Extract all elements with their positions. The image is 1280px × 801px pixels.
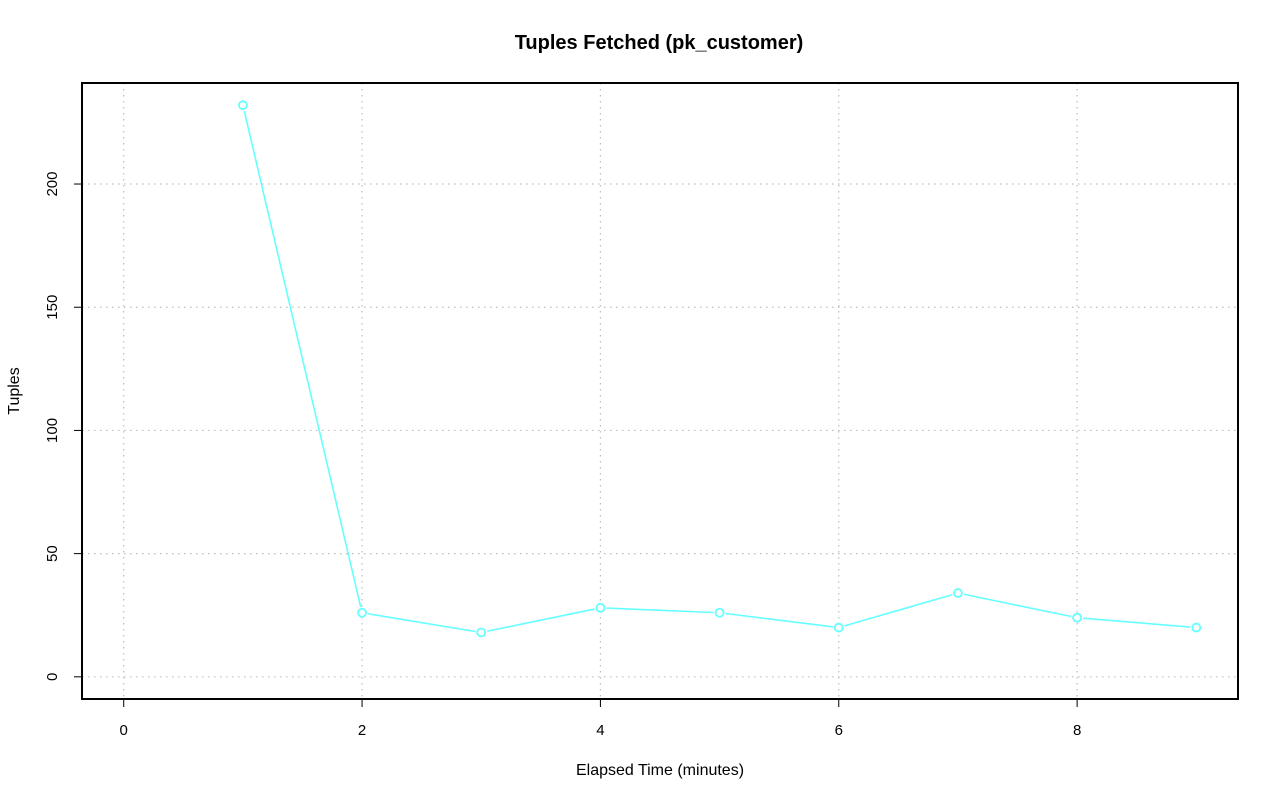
x-tick-label: 0 — [120, 722, 128, 739]
y-tick-label: 150 — [44, 295, 61, 320]
y-tick-label: 100 — [44, 418, 61, 443]
data-point — [357, 607, 367, 618]
data-point — [1072, 612, 1083, 623]
data-point — [476, 627, 487, 638]
y-tick-label: 50 — [44, 545, 61, 562]
x-axis: 0 2 4 6 8 — [120, 698, 1081, 739]
series-line-segment — [1083, 617, 1191, 628]
data-point — [1191, 622, 1202, 633]
series-line-segment — [725, 612, 833, 628]
data-point — [237, 100, 248, 111]
series-line-segment — [486, 608, 595, 633]
chart-title: Tuples Fetched (pk_customer) — [515, 32, 804, 54]
data-point — [953, 588, 963, 598]
series-layer — [237, 100, 1202, 638]
x-axis-label: Elapsed Time (minutes) — [576, 762, 744, 779]
series-line-segment — [243, 110, 362, 608]
y-axis-label: Tuples — [6, 367, 23, 414]
y-axis: 0 50 100 150 200 — [44, 172, 83, 681]
data-point — [833, 622, 844, 633]
y-tick-label: 200 — [44, 172, 61, 197]
series-line-segment — [606, 607, 714, 614]
grid-lines — [82, 83, 1238, 699]
data-point — [714, 607, 725, 618]
x-tick-label: 4 — [596, 722, 604, 739]
series-line-segment — [963, 593, 1072, 618]
x-tick-label: 6 — [835, 722, 843, 739]
x-tick-label: 2 — [358, 722, 366, 739]
series-line-segment — [367, 612, 476, 633]
y-tick-label: 0 — [44, 673, 61, 681]
x-tick-label: 8 — [1073, 722, 1081, 739]
plot-frame — [81, 82, 1239, 700]
series-line-segment — [844, 593, 953, 627]
data-point — [595, 602, 606, 613]
